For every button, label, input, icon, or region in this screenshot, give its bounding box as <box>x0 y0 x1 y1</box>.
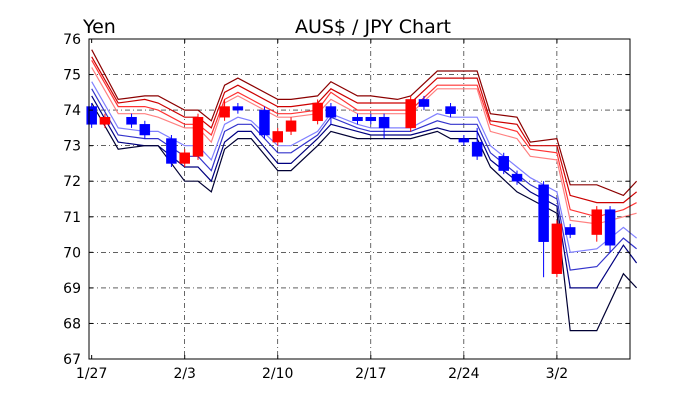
candle-down <box>498 152 509 175</box>
candle-up <box>551 220 563 278</box>
y-tick-label: 73 <box>63 139 81 155</box>
candle-up <box>405 95 416 132</box>
candle-body <box>378 116 390 129</box>
candle-down <box>445 103 456 118</box>
candle-body <box>272 131 284 143</box>
y-tick-label: 67 <box>63 352 81 368</box>
x-tick-label: 3/2 <box>546 366 569 382</box>
candle-body <box>418 99 430 107</box>
candle-body <box>166 138 177 164</box>
candle-down <box>232 103 244 114</box>
chart-title: AUS$ / JPY Chart <box>295 16 451 38</box>
candle-body <box>325 106 337 118</box>
candle-up <box>272 127 284 146</box>
candle-down <box>325 103 337 125</box>
candle-body <box>498 156 509 171</box>
candle-body <box>219 106 230 118</box>
candle-up <box>179 149 190 167</box>
candle-body <box>445 106 456 114</box>
candle-up <box>219 99 230 121</box>
x-tick-label: 1/27 <box>76 366 107 382</box>
candles <box>86 95 616 278</box>
candle-body <box>312 102 323 122</box>
x-tick-label: 2/10 <box>262 366 293 382</box>
candle-down <box>511 170 523 185</box>
candle-down <box>166 135 177 167</box>
ticks: 67 68 69 70 71 72 73 74 75 76 1/27 2/3 2/10 2/17 2/24 3… <box>63 32 630 382</box>
y-tick-label: 70 <box>63 245 81 261</box>
candle-body <box>179 152 190 164</box>
candle-down <box>378 113 390 139</box>
candle-body <box>352 116 363 122</box>
candle-body <box>458 138 470 143</box>
candle-body <box>192 116 204 157</box>
y-axis-label: Yen <box>82 16 116 38</box>
candle-down <box>139 120 151 139</box>
y-tick-label: 76 <box>63 32 81 48</box>
candle-body <box>591 209 603 235</box>
candle-body <box>538 184 549 242</box>
candle-up <box>591 206 603 242</box>
candle-down <box>458 135 470 146</box>
y-tick-label: 74 <box>63 103 81 119</box>
candle-body <box>365 116 377 122</box>
candle-up <box>285 117 297 135</box>
candle-body <box>604 209 616 246</box>
x-tick-label: 2/17 <box>355 366 386 382</box>
plot-frame <box>88 38 631 360</box>
candle-up <box>99 113 111 128</box>
candle-down <box>564 223 576 239</box>
y-tick-label: 71 <box>63 210 81 226</box>
candle-down <box>126 113 137 128</box>
band-line-upper-4 <box>91 49 638 197</box>
candle-body <box>551 223 563 274</box>
candle-body <box>471 141 483 157</box>
candle-up <box>192 113 204 160</box>
candle-body <box>405 99 416 129</box>
candle-body <box>285 120 297 132</box>
candle-down <box>471 127 483 160</box>
candle-down <box>365 113 377 125</box>
candle-body <box>259 109 270 136</box>
grid-lines <box>89 39 630 359</box>
y-tick-label: 69 <box>63 281 81 297</box>
candle-body <box>99 116 111 125</box>
candle-body <box>86 106 97 125</box>
y-tick-label: 75 <box>63 68 81 84</box>
candle-body <box>139 124 151 136</box>
candle-body <box>564 227 576 235</box>
candle-down <box>86 103 97 128</box>
candle-down <box>259 106 270 139</box>
candle-body <box>232 106 244 111</box>
y-tick-label: 72 <box>63 174 81 190</box>
candle-down <box>352 113 363 125</box>
x-tick-label: 2/3 <box>173 366 196 382</box>
candle-up <box>312 99 323 125</box>
candle-body <box>511 173 523 182</box>
candle-body <box>126 116 137 125</box>
candle-down <box>538 181 549 278</box>
candle-down <box>418 95 430 111</box>
candle-down <box>604 206 616 253</box>
x-tick-label: 2/24 <box>448 366 480 382</box>
y-tick-label: 68 <box>63 316 81 332</box>
